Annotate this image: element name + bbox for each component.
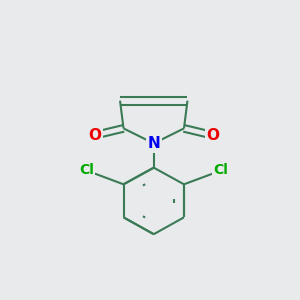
Text: O: O (206, 128, 220, 143)
Text: Cl: Cl (79, 164, 94, 177)
Text: N: N (147, 136, 160, 151)
Text: O: O (88, 128, 101, 143)
Text: Cl: Cl (214, 164, 229, 177)
